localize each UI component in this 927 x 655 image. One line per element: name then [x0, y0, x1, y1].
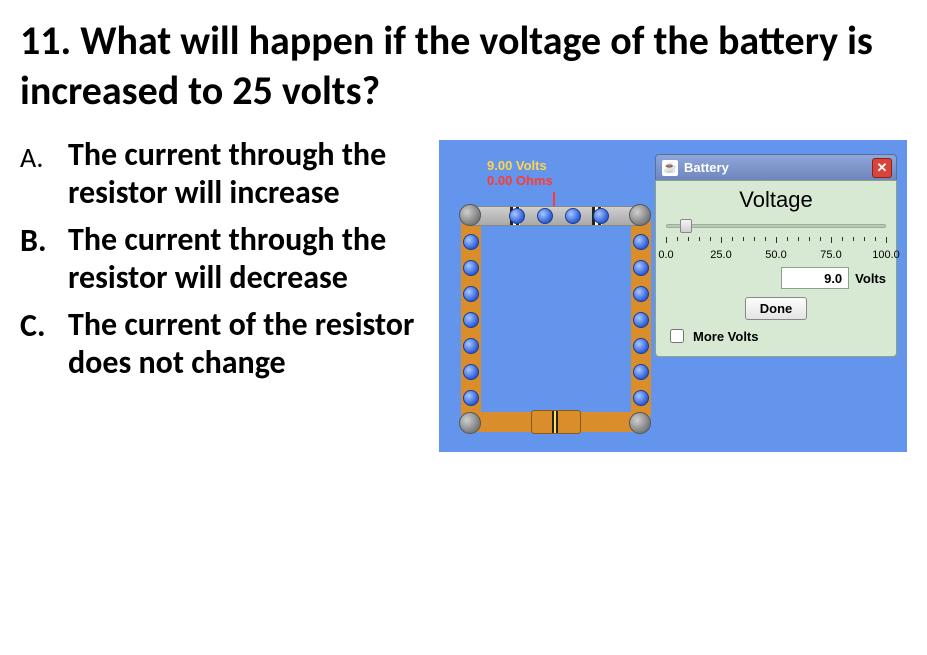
slider-tick-labels: 0.025.050.075.0100.0: [666, 249, 886, 263]
option-c-letter: C.: [20, 306, 68, 383]
electron-icon: [463, 364, 479, 380]
electron-icon: [463, 338, 479, 354]
electron-icon: [463, 312, 479, 328]
options-list: A. The current through the resistor will…: [20, 136, 423, 390]
tick-label: 50.0: [765, 249, 786, 261]
done-button[interactable]: Done: [745, 297, 808, 320]
junction-node: [459, 204, 481, 226]
electron-icon: [633, 312, 649, 328]
option-c: C. The current of the resistor does not …: [20, 306, 423, 383]
circuit-diagram: [461, 206, 651, 438]
voltage-slider[interactable]: [666, 217, 886, 235]
close-button[interactable]: ✕: [872, 158, 892, 178]
simulation-panel: 9.00 Volts 0.00 Ohms ☕ Battery ✕ V: [439, 140, 907, 452]
dialog-title: Battery: [684, 160, 729, 175]
electron-icon: [633, 234, 649, 250]
slider-track: [666, 224, 886, 228]
tick-label: 25.0: [710, 249, 731, 261]
readout-lead-icon: [553, 192, 555, 206]
voltage-input[interactable]: [781, 267, 849, 289]
electron-icon: [633, 390, 649, 406]
slider-thumb[interactable]: [680, 219, 692, 233]
voltage-unit: Volts: [855, 271, 886, 286]
option-c-text: The current of the resistor does not cha…: [68, 306, 423, 383]
electron-icon: [633, 338, 649, 354]
electron-icon: [463, 260, 479, 276]
tick-label: 75.0: [820, 249, 841, 261]
slider-ticks: [666, 237, 886, 247]
option-b-text: The current through the resistor will de…: [68, 221, 423, 298]
battery-component: [531, 410, 581, 434]
more-volts-checkbox[interactable]: [670, 329, 684, 343]
readout-ohms: 0.00 Ohms: [487, 173, 553, 188]
content-row: A. The current through the resistor will…: [20, 136, 907, 452]
electron-icon: [593, 208, 609, 224]
tick-label: 0.0: [658, 249, 673, 261]
close-icon: ✕: [877, 160, 888, 176]
option-a-letter: A.: [20, 136, 68, 213]
tick-label: 100.0: [872, 249, 900, 261]
electron-icon: [509, 208, 525, 224]
dialog-titlebar[interactable]: ☕ Battery ✕: [655, 154, 897, 180]
electron-icon: [633, 364, 649, 380]
junction-node: [459, 412, 481, 434]
option-a-text: The current through the resistor will in…: [68, 136, 423, 213]
electron-icon: [633, 260, 649, 276]
voltage-heading: Voltage: [666, 187, 886, 213]
junction-node: [629, 204, 651, 226]
electron-icon: [565, 208, 581, 224]
option-b-letter: B.: [20, 221, 68, 298]
electron-icon: [537, 208, 553, 224]
option-a: A. The current through the resistor will…: [20, 136, 423, 213]
electron-icon: [633, 286, 649, 302]
circuit-readout: 9.00 Volts 0.00 Ohms: [487, 158, 553, 188]
dialog-body: Voltage 0.025.050.075.0100.0 Volts Done …: [655, 180, 897, 357]
resistor-component: [461, 206, 651, 226]
electron-icon: [463, 286, 479, 302]
junction-node: [629, 412, 651, 434]
battery-dialog: ☕ Battery ✕ Voltage 0.0 25.0 50.0 75.0 100.0…: [655, 154, 897, 357]
more-volts-label[interactable]: More Volts: [693, 329, 759, 344]
option-b: B. The current through the resistor will…: [20, 221, 423, 298]
electron-icon: [463, 390, 479, 406]
question-text: 11. What will happen if the voltage of t…: [20, 16, 907, 116]
readout-volts: 9.00 Volts: [487, 158, 553, 173]
more-volts-row: More Volts: [666, 326, 886, 346]
electron-icon: [463, 234, 479, 250]
value-row: Volts: [666, 267, 886, 289]
java-icon: ☕: [662, 160, 678, 176]
